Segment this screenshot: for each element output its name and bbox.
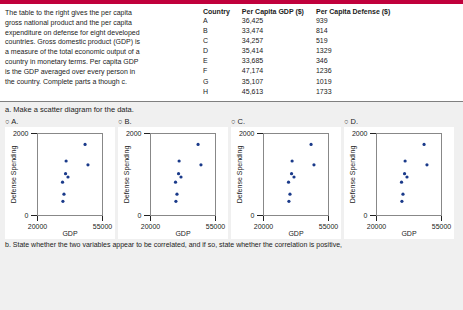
svg-text:55000: 55000 [93,223,113,230]
svg-text:2000: 2000 [352,129,368,136]
svg-text:2000: 2000 [239,129,255,136]
html-text:b. State whether the two varia: b. State whether the two variables appea… [5,240,342,248]
svg-text:GDP: GDP [175,229,191,236]
svg-text:0: 0 [251,211,255,218]
svg-text:2000: 2000 [126,129,142,136]
html-text:B: B [203,27,208,35]
html-text:1019: 1019 [316,77,332,85]
html-text:1329: 1329 [316,47,332,55]
svg-text:55000: 55000 [432,223,452,230]
svg-text:55000: 55000 [319,223,339,230]
html-text:Per Capita GDP ($): Per Capita GDP ($) [241,8,304,15]
svg-text:20000: 20000 [141,223,161,230]
html-text:○ A.: ○ A. [5,116,19,126]
svg-text:0: 0 [364,211,368,218]
html-text:33,685: 33,685 [241,57,264,65]
html-text:○ C.: ○ C. [231,116,246,126]
html-text:35,414: 35,414 [241,47,264,55]
html-text:45,613: 45,613 [241,87,264,95]
svg-text:Defense Spending: Defense Spending [10,145,18,203]
html-text:35,107: 35,107 [241,77,264,85]
html-text:G: G [203,77,209,85]
svg-text:0: 0 [138,211,142,218]
html-text:939: 939 [316,17,328,24]
svg-text:0: 0 [25,211,29,218]
html-text:36,425: 36,425 [241,17,264,24]
html-text:34,257: 34,257 [241,37,264,45]
html-text:The table to the right gives t: The table to the right gives the per cap… [5,9,140,85]
html-text:47,174: 47,174 [241,67,264,75]
svg-text:Defense Spending: Defense Spending [349,145,357,203]
svg-text:20000: 20000 [254,223,274,230]
svg-text:Defense Spending: Defense Spending [236,145,244,203]
html-text:1236: 1236 [316,67,332,75]
html-text:F: F [203,67,208,75]
html-text:a. Make a scatter diagram for: a. Make a scatter diagram for the data. [5,104,134,114]
html-text:33,474: 33,474 [241,27,264,35]
html-text:E: E [203,57,208,65]
html-text:A: A [203,17,208,24]
html-text:346: 346 [316,57,328,65]
html-text:○ B.: ○ B. [118,116,132,126]
svg-text:GDP: GDP [401,229,417,236]
html-text:D: D [203,47,209,55]
svg-text:20000: 20000 [367,223,387,230]
svg-text:55000: 55000 [206,223,226,230]
svg-text:Defense Spending: Defense Spending [123,145,131,203]
html-text:Per Capita Defense ($): Per Capita Defense ($) [316,8,391,15]
html-text:814: 814 [316,27,328,35]
html-text:○ D.: ○ D. [344,116,359,126]
svg-text:GDP: GDP [62,229,78,236]
html-text:1733: 1733 [316,87,332,95]
html-text:Country: Country [203,8,230,15]
svg-text:20000: 20000 [28,223,48,230]
svg-text:GDP: GDP [288,229,304,236]
html-text:H: H [203,87,209,95]
svg-text:2000: 2000 [13,129,29,136]
html-text:519: 519 [316,37,328,45]
html-text:C: C [203,37,209,45]
